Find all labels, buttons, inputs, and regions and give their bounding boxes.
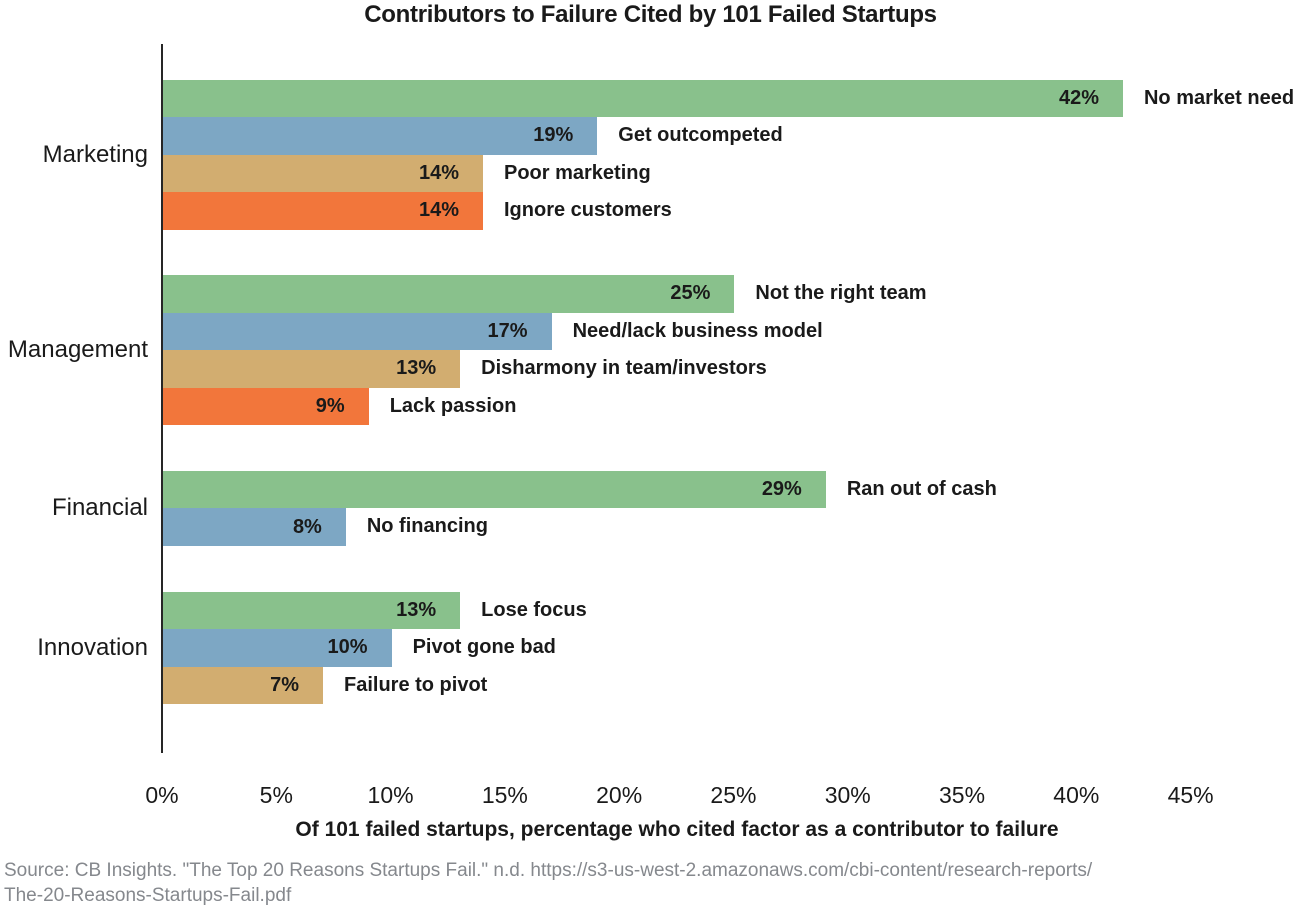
bar-poor-marketing: 14% (163, 154, 483, 192)
chart-title: Contributors to Failure Cited by 101 Fai… (364, 1, 937, 28)
bar-name-label-failure-to-pivot: Failure to pivot (343, 673, 488, 696)
bar-ran-out-of-cash: 29% (163, 470, 826, 509)
x-tick-label-10: 10% (367, 782, 414, 808)
category-label-management: Management (7, 336, 148, 364)
bar-name-label-no-market-need: No market need (1143, 86, 1295, 109)
bar-name-label-ignore-customers: Ignore customers (503, 199, 672, 221)
y-axis-line (161, 44, 163, 753)
bar-name-label-get-outcompeted: Get outcompeted (618, 124, 783, 146)
bar-value-label-lack-passion: 9% (315, 394, 345, 417)
bar-no-market-need: 42% (163, 79, 1123, 117)
bar-name-label-need-lack-business-model: Need/lack business model (572, 319, 823, 342)
bar-get-outcompeted: 19% (163, 117, 598, 155)
bar-value-label-pivot-gone-bad: 10% (327, 636, 368, 659)
category-label-financial: Financial (51, 494, 148, 522)
category-label-innovation: Innovation (37, 633, 148, 661)
bar-value-label-not-the-right-team: 25% (670, 282, 711, 305)
x-axis-title: Of 101 failed startups, percentage who c… (295, 818, 1059, 841)
bar-lack-passion: 9% (163, 387, 369, 426)
x-tick-label-15: 15% (481, 782, 528, 808)
bar-name-label-lose-focus: Lose focus (481, 598, 587, 621)
x-tick-label-5: 5% (259, 782, 293, 808)
bar-name-label-disharmony-in-team-investors: Disharmony in team/investors (481, 357, 767, 380)
x-tick-label-30: 30% (824, 782, 871, 808)
x-tick-label-40: 40% (1053, 782, 1100, 808)
x-tick-label-0: 0% (145, 782, 179, 808)
bar-pivot-gone-bad: 10% (163, 629, 392, 667)
category-label-marketing: Marketing (42, 140, 148, 168)
x-tick-label-20: 20% (596, 782, 643, 808)
source-citation-line-1: Source: CB Insights. "The Top 20 Reasons… (4, 860, 1093, 881)
bar-disharmony-in-team-investors: 13% (163, 350, 461, 388)
bar-value-label-poor-marketing: 14% (418, 161, 459, 184)
bar-value-label-get-outcompeted: 19% (533, 124, 574, 147)
bar-value-label-lose-focus: 13% (396, 598, 437, 621)
bar-value-label-need-lack-business-model: 17% (487, 319, 528, 342)
x-tick-label-25: 25% (710, 782, 757, 808)
bar-value-label-ignore-customers: 14% (418, 199, 459, 222)
bar-name-label-no-financing: No financing (366, 515, 488, 538)
bar-value-label-ran-out-of-cash: 29% (761, 478, 802, 501)
bar-failure-to-pivot: 7% (163, 666, 323, 705)
x-tick-label-45: 45% (1167, 782, 1214, 808)
source-citation: Source: CB Insights. "The Top 20 Reasons… (4, 858, 1092, 908)
bar-no-financing: 8% (163, 508, 346, 546)
bar-need-lack-business-model: 17% (163, 312, 552, 351)
bar-name-label-ran-out-of-cash: Ran out of cash (846, 477, 997, 500)
bar-value-label-disharmony-in-team-investors: 13% (396, 357, 437, 380)
x-tick-label-35: 35% (938, 782, 986, 808)
bar-name-label-not-the-right-team: Not the right team (755, 282, 927, 305)
bar-name-label-lack-passion: Lack passion (389, 394, 517, 417)
source-citation-line-2: The-20-Reasons-Startups-Fail.pdf (4, 885, 292, 906)
bar-value-label-no-financing: 8% (292, 515, 322, 538)
bar-name-label-poor-marketing: Poor marketing (503, 161, 651, 184)
bar-value-label-no-market-need: 42% (1058, 86, 1099, 109)
bar-ignore-customers: 14% (163, 192, 483, 230)
bar-name-label-pivot-gone-bad: Pivot gone bad (412, 636, 556, 659)
bar-not-the-right-team: 25% (163, 275, 735, 313)
bar-lose-focus: 13% (163, 591, 461, 630)
bar-value-label-failure-to-pivot: 7% (270, 673, 299, 696)
